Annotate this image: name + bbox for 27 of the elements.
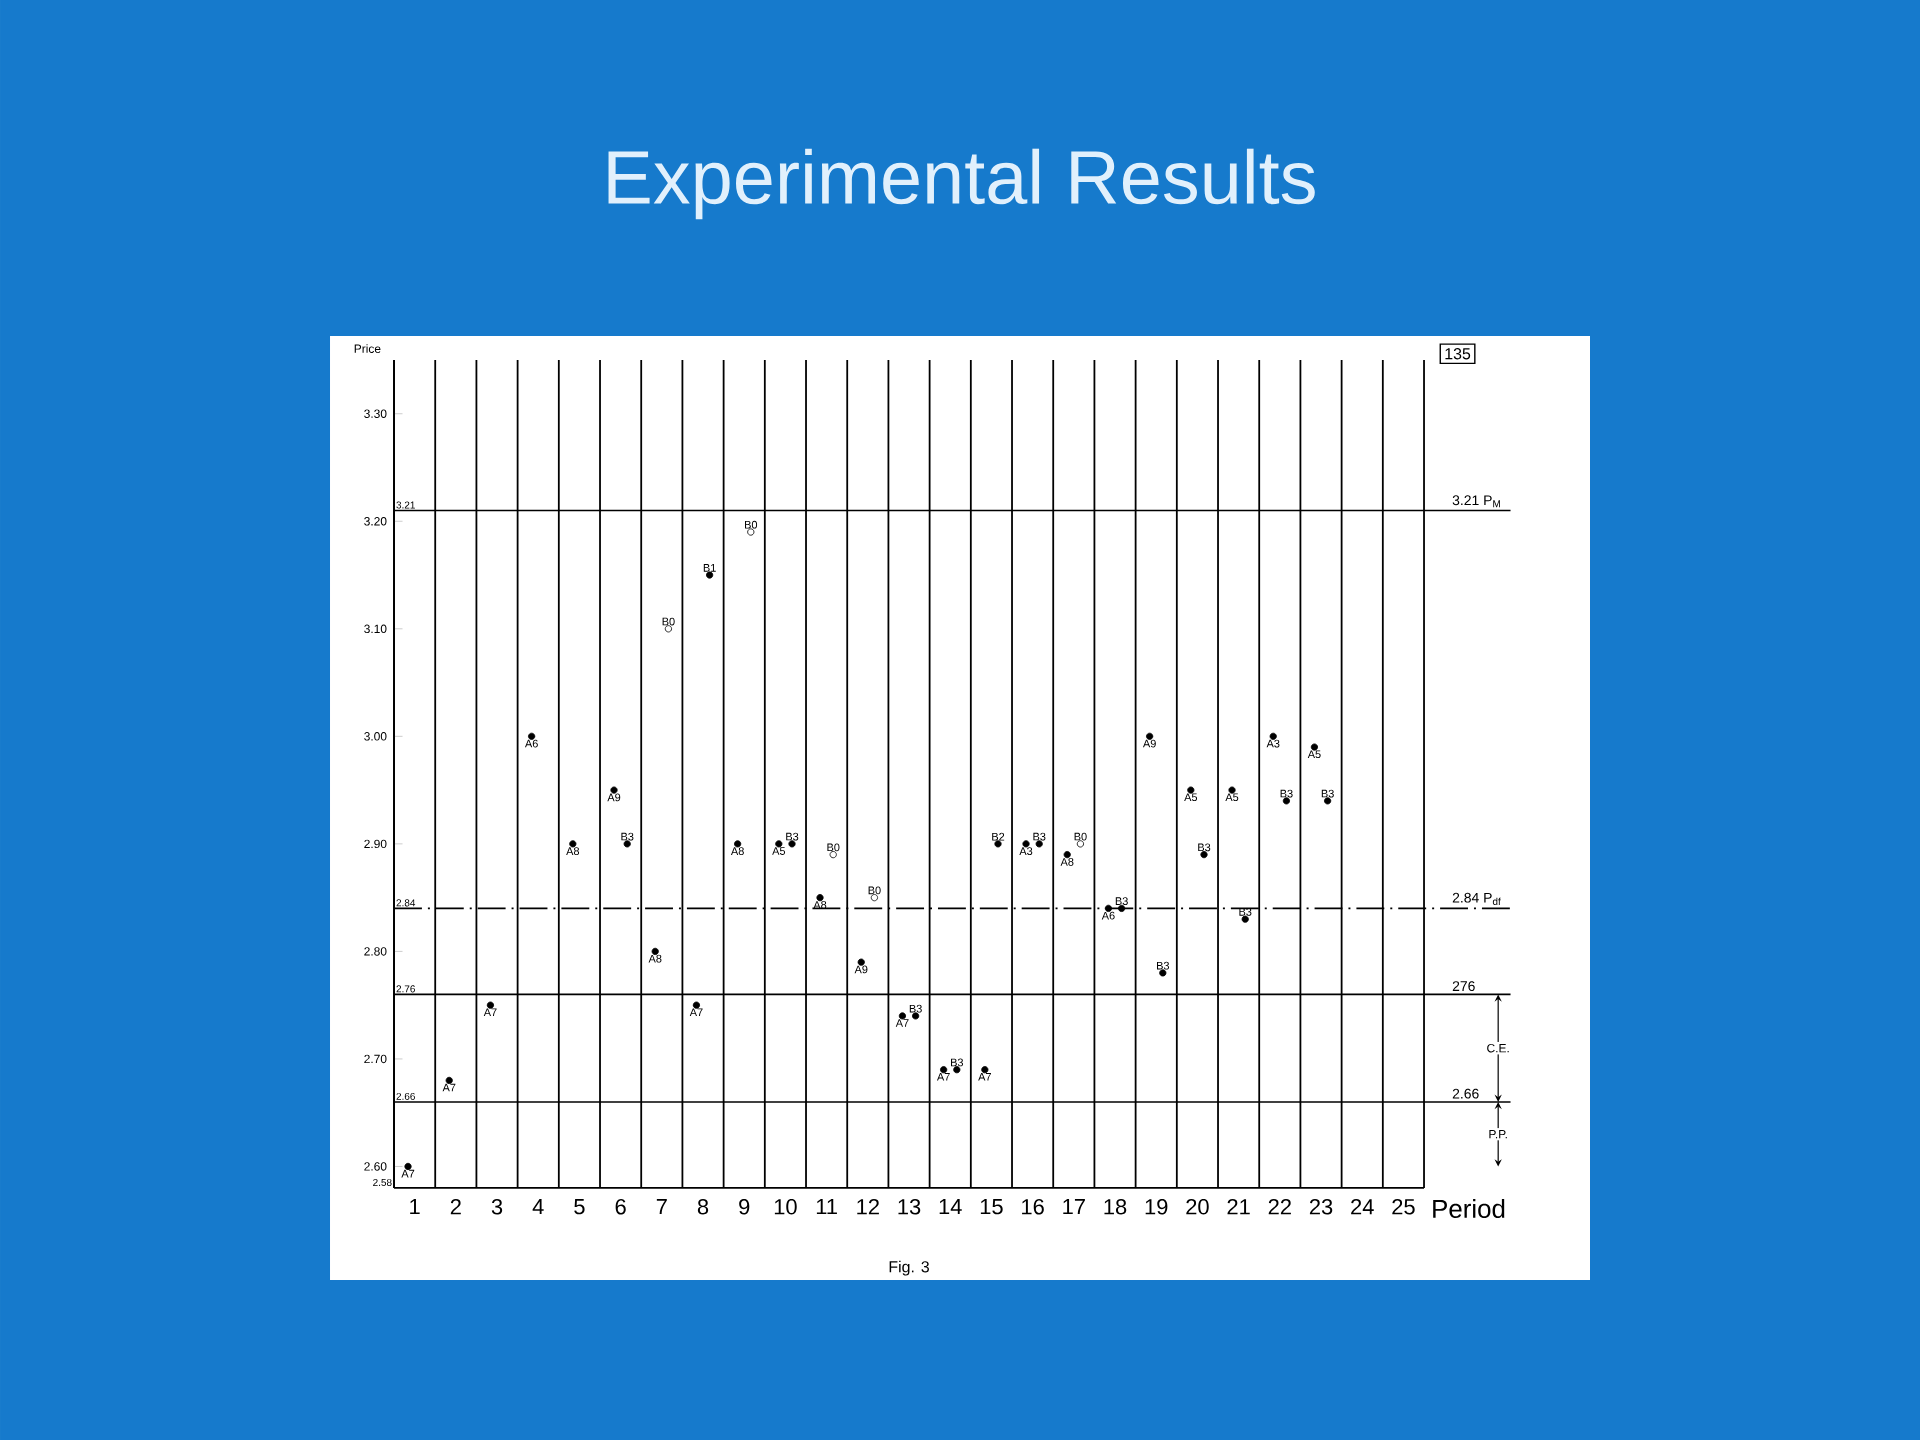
x-tick-label: 10	[774, 1199, 797, 1215]
x-tick-label: 15	[980, 1199, 1003, 1215]
x-tick-label: 3	[491, 1199, 503, 1215]
x-tick-label: 17	[1063, 1199, 1085, 1215]
x-tick-label: 24	[1351, 1199, 1374, 1215]
x-tick-label: 23	[1309, 1199, 1333, 1215]
x-tick-label: 16	[1022, 1199, 1044, 1215]
x-tick-label: 11	[816, 1199, 837, 1215]
chart-title: Experimental Results	[608, 148, 1315, 220]
x-tick-label: 21	[1227, 1199, 1250, 1215]
x-tick-label: 25	[1392, 1199, 1415, 1215]
x-tick-label: 8	[697, 1199, 709, 1215]
x-tick-label: 9	[739, 1199, 750, 1215]
x-tick-label: 5	[574, 1199, 585, 1215]
x-tick-label: 13	[898, 1199, 921, 1215]
x-axis-title: Period	[1433, 1198, 1505, 1219]
x-tick-label: 20	[1186, 1199, 1209, 1215]
x-tick-label: 18	[1104, 1199, 1127, 1215]
x-tick-label: 22	[1268, 1199, 1291, 1215]
x-tick-label: 4	[532, 1199, 544, 1215]
x-tick-label: 2	[450, 1199, 461, 1215]
x-tick-label: 1	[410, 1199, 420, 1215]
x-tick-label: 7	[656, 1199, 667, 1215]
x-tick-label: 19	[1145, 1199, 1168, 1215]
x-tick-label: 14	[939, 1199, 962, 1215]
x-tick-label: 6	[615, 1199, 626, 1215]
x-tick-label: 12	[857, 1199, 879, 1215]
